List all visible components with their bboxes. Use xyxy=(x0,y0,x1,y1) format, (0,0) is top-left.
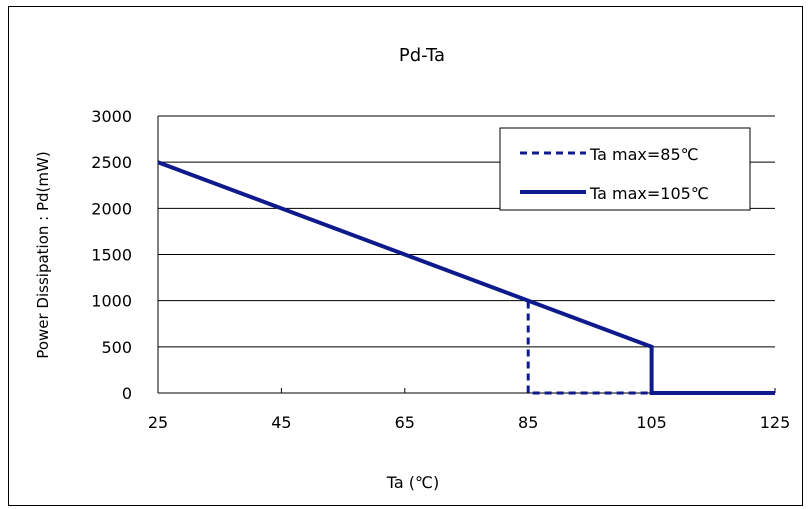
y-tick-label-1000: 1000 xyxy=(91,292,132,311)
y-axis-ticks: 0 500 1000 1500 2000 2500 3000 xyxy=(91,107,132,403)
y-tick-label-500: 500 xyxy=(101,338,132,357)
y-axis-label: Power Dissipation : Pd(mW) xyxy=(34,151,52,358)
x-tick-label-85: 85 xyxy=(518,413,538,432)
series-line-0 xyxy=(157,160,775,395)
y-tick-label-2000: 2000 xyxy=(91,199,132,218)
series-lines xyxy=(157,160,775,395)
y-tick-label-2500: 2500 xyxy=(91,153,132,172)
x-axis-ticks: 25 45 65 85 105 125 xyxy=(148,388,790,432)
y-tick-label-0: 0 xyxy=(122,384,132,403)
x-tick-label-125: 125 xyxy=(760,413,791,432)
legend-label-0: Ta max=85℃ xyxy=(589,145,699,164)
x-tick-label-105: 105 xyxy=(636,413,667,432)
legend: Ta max=85℃ Ta max=105℃ xyxy=(499,127,751,211)
x-axis-label: Ta (℃) xyxy=(386,473,439,492)
y-tick-label-1500: 1500 xyxy=(91,246,132,265)
y-tick-label-3000: 3000 xyxy=(91,107,132,126)
chart-title: Pd-Ta xyxy=(399,45,445,66)
x-tick-label-65: 65 xyxy=(395,413,415,432)
legend-label-1: Ta max=105℃ xyxy=(589,184,709,203)
legend-box xyxy=(499,127,751,211)
x-tick-label-45: 45 xyxy=(271,413,291,432)
x-tick-label-25: 25 xyxy=(148,413,168,432)
